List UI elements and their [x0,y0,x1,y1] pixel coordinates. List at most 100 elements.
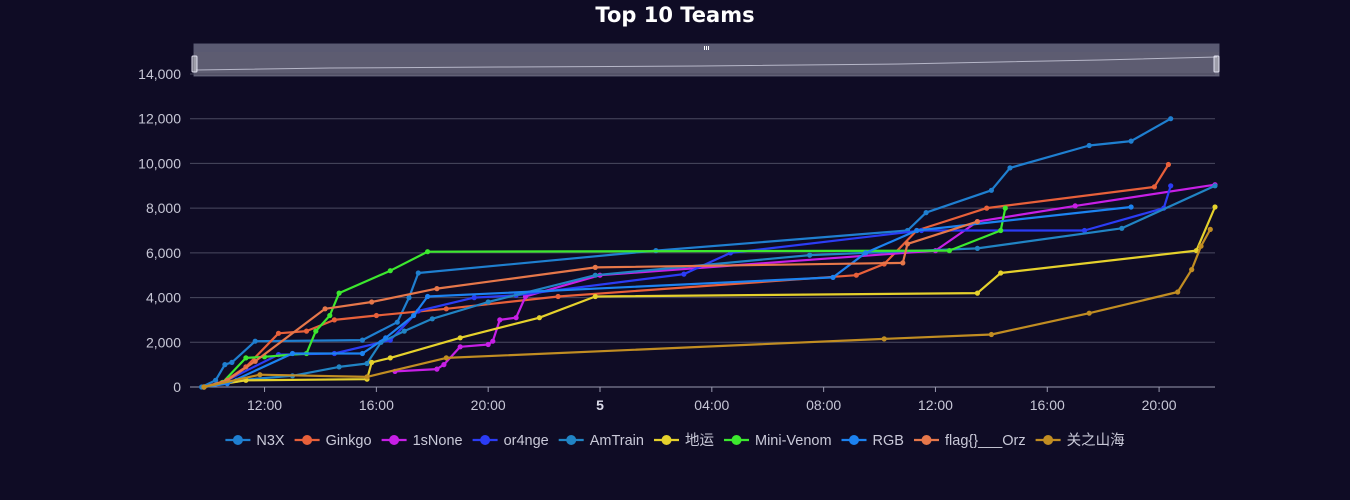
data-point[interactable] [485,341,491,348]
data-point[interactable] [394,319,400,325]
zoom-slider-right-handle[interactable] [1213,55,1220,73]
data-point[interactable] [914,227,920,234]
data-point[interactable] [1198,243,1204,249]
data-point[interactable] [497,317,503,323]
data-point[interactable] [387,355,393,361]
data-point[interactable] [974,290,981,296]
data-point[interactable] [490,338,496,344]
data-point[interactable] [336,290,342,296]
data-point[interactable] [359,350,365,357]
data-point[interactable] [457,335,463,341]
data-point[interactable] [830,274,836,280]
data-point[interactable] [1189,267,1195,273]
legend-item[interactable]: RGB [841,433,904,449]
data-point[interactable] [401,328,407,334]
data-point[interactable] [429,316,435,322]
data-point[interactable] [681,271,687,277]
data-point[interactable] [303,328,310,334]
data-point[interactable] [988,331,995,338]
data-point[interactable] [434,366,440,372]
data-point[interactable] [1081,227,1088,234]
data-point[interactable] [434,286,440,292]
data-point[interactable] [252,358,258,364]
data-point[interactable] [1212,204,1218,210]
data-point[interactable] [513,315,519,321]
legend-item[interactable]: or4nge [472,433,549,449]
data-point[interactable] [984,205,990,211]
data-point[interactable] [406,295,412,301]
data-point[interactable] [485,299,491,305]
legend-item[interactable]: 1sNone [381,433,463,449]
legend-item[interactable]: 地运 [654,432,714,449]
data-point[interactable] [243,355,249,361]
data-point[interactable] [904,241,911,247]
zoom-slider-left-handle[interactable] [191,55,198,73]
data-point[interactable] [322,306,328,312]
data-point[interactable] [900,260,906,266]
data-point[interactable] [313,328,319,334]
data-point[interactable] [1168,116,1174,122]
data-point[interactable] [364,360,370,367]
data-point[interactable] [425,249,431,255]
data-point[interactable] [1168,183,1174,189]
data-point[interactable] [998,270,1004,276]
data-point[interactable] [471,295,477,301]
data-point[interactable] [373,312,379,319]
data-point[interactable] [1151,184,1157,190]
data-point[interactable] [369,299,375,305]
data-point[interactable] [1207,226,1213,232]
data-point[interactable] [359,337,365,343]
zoom-slider-grip-icon[interactable] [704,46,709,50]
data-point[interactable] [1002,205,1008,211]
data-point[interactable] [213,377,219,383]
data-point[interactable] [411,312,417,319]
legend-item[interactable]: Ginkgo [294,433,372,449]
data-point[interactable] [331,317,337,323]
data-point[interactable] [974,219,981,225]
data-point[interactable] [592,293,598,300]
data-point[interactable] [1072,203,1078,209]
data-point[interactable] [443,355,449,361]
data-point[interactable] [1165,161,1171,168]
zoom-slider-selection[interactable] [194,52,1219,76]
legend-item[interactable]: flag{}___Orz [914,433,1026,449]
data-point[interactable] [443,306,449,312]
data-point[interactable] [807,252,813,258]
data-point[interactable] [1128,138,1134,144]
data-point[interactable] [369,359,375,365]
data-point[interactable] [222,362,228,368]
data-point[interactable] [1086,142,1092,149]
data-point[interactable] [252,338,258,344]
data-point[interactable] [457,344,463,350]
data-point[interactable] [1007,165,1013,171]
data-point[interactable] [863,250,869,256]
data-point[interactable] [988,187,995,193]
data-point[interactable] [1119,225,1125,231]
data-point[interactable] [1175,289,1181,295]
data-point[interactable] [592,272,598,278]
data-point[interactable] [387,268,393,274]
data-point[interactable] [441,362,447,368]
data-point[interactable] [1128,204,1134,210]
data-point[interactable] [327,312,333,319]
data-point[interactable] [974,245,981,251]
data-point[interactable] [257,372,263,378]
data-point[interactable] [201,384,207,390]
data-point[interactable] [275,330,282,336]
data-point[interactable] [536,315,543,321]
data-point[interactable] [229,359,235,365]
data-zoom-slider[interactable] [191,43,1220,77]
legend-item[interactable]: Mini-Venom [724,433,832,449]
data-point[interactable] [415,270,421,276]
data-point[interactable] [881,336,887,342]
data-point[interactable] [853,272,859,278]
data-point[interactable] [592,264,598,270]
data-point[interactable] [336,364,342,370]
legend-item[interactable]: N3X [225,433,285,449]
data-point[interactable] [383,335,389,341]
data-point[interactable] [555,293,561,300]
data-point[interactable] [289,350,296,357]
legend-item[interactable]: 关之山海 [1035,432,1125,449]
data-point[interactable] [1086,310,1092,316]
data-point[interactable] [998,227,1004,234]
